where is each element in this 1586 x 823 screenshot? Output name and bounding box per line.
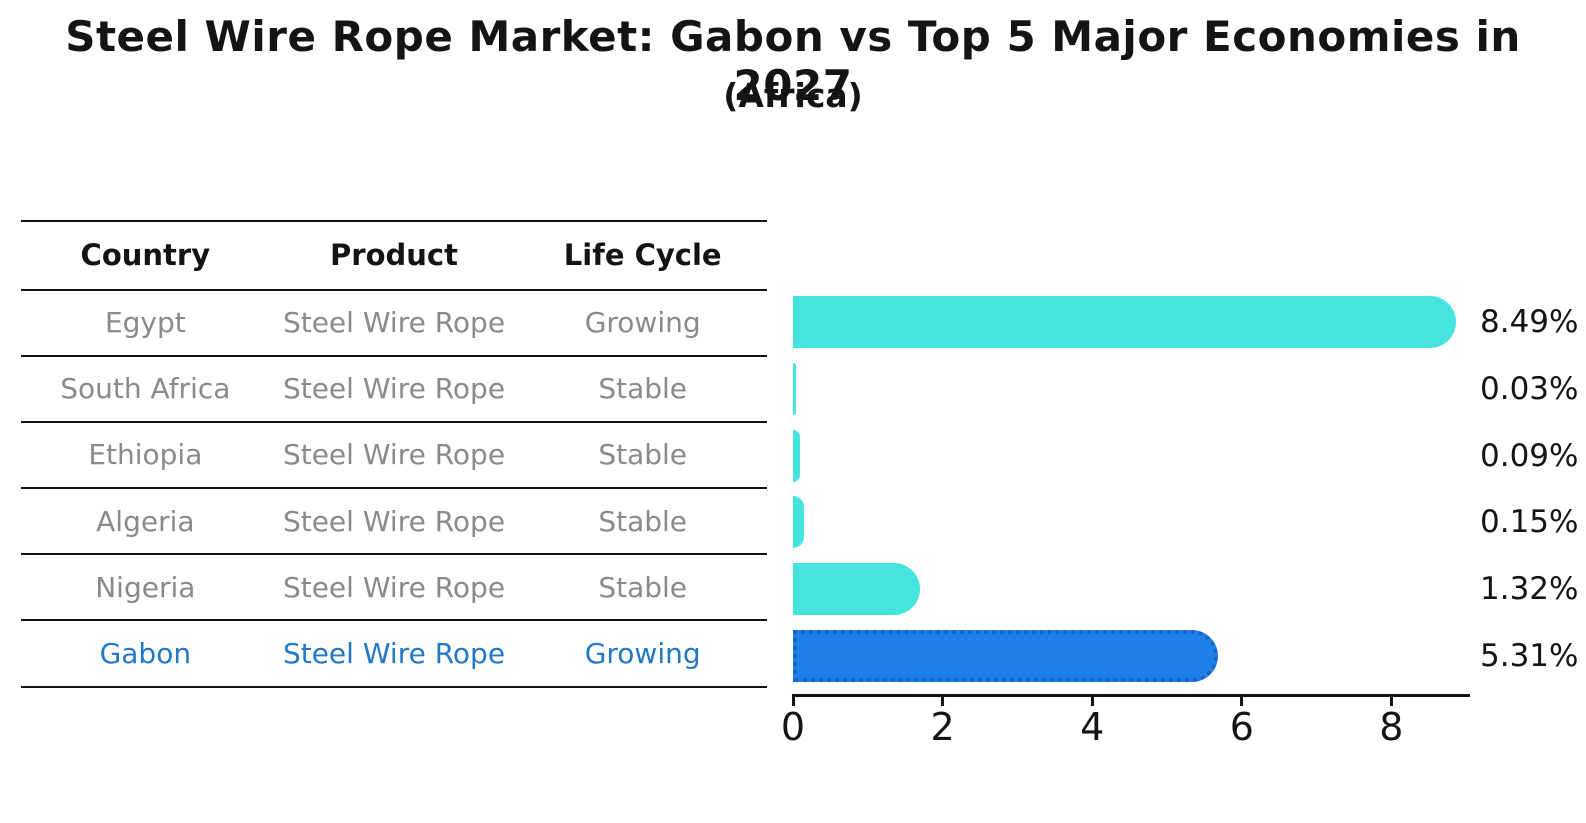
cell-life-cycle: Stable <box>598 438 688 472</box>
cell-country: Gabon <box>99 637 192 671</box>
x-axis-tick-label: 2 <box>930 705 955 749</box>
x-axis-tick <box>941 697 945 706</box>
bar-egypt <box>793 296 1457 349</box>
table-row-ethiopia: Ethiopia Steel Wire Rope Stable <box>21 420 767 487</box>
bar-algeria <box>793 496 805 549</box>
cell-product: Steel Wire Rope <box>282 438 506 472</box>
data-table: Country Product Life Cycle Egypt Steel Wi… <box>21 220 767 688</box>
table-header-row: Country Product Life Cycle <box>21 220 767 289</box>
table-row-egypt: Egypt Steel Wire Rope Growing <box>21 288 767 355</box>
x-axis-tick <box>791 697 795 706</box>
cell-product: Steel Wire Rope <box>282 504 506 538</box>
bar-gabon <box>793 629 1219 682</box>
bar-value-label: 5.31% <box>1480 637 1579 674</box>
table-row-algeria: Algeria Steel Wire Rope Stable <box>21 487 767 553</box>
bar-ethiopia <box>793 429 800 482</box>
table-row-nigeria: Nigeria Steel Wire Rope Stable <box>21 553 767 619</box>
cell-product: Steel Wire Rope <box>282 372 506 406</box>
x-axis-tick <box>1090 697 1094 706</box>
bar-value-label: 0.03% <box>1480 371 1579 408</box>
bar-nigeria <box>793 563 920 616</box>
table-row-south-africa: South Africa Steel Wire Rope Stable <box>21 354 767 421</box>
bar-value-label: 0.09% <box>1480 437 1579 474</box>
cell-life-cycle: Growing <box>584 306 701 340</box>
bar-value-label: 8.49% <box>1480 304 1579 341</box>
bar-value-label: 0.15% <box>1480 504 1579 541</box>
page-title: Steel Wire Rope Market: Gabon vs Top 5 M… <box>65 12 1521 110</box>
x-axis-tick-label: 0 <box>780 705 806 749</box>
cell-life-cycle: Stable <box>598 372 688 406</box>
cell-product: Steel Wire Rope <box>282 637 506 671</box>
bar-value-label: 1.32% <box>1480 571 1579 608</box>
cell-country: Ethiopia <box>88 438 203 472</box>
bar-south-africa <box>793 363 796 416</box>
x-axis-tick-label: 8 <box>1379 705 1404 749</box>
x-axis-tick <box>1240 697 1244 706</box>
x-axis-line <box>792 694 1470 697</box>
cell-life-cycle: Stable <box>598 570 688 604</box>
cell-country: Nigeria <box>95 570 196 604</box>
cell-product: Steel Wire Rope <box>282 570 506 604</box>
x-axis-tick-label: 4 <box>1080 705 1105 749</box>
header-cell-country: Country <box>80 238 211 273</box>
cell-country: Egypt <box>104 306 186 340</box>
x-axis-tick <box>1389 697 1393 706</box>
cell-country: Algeria <box>96 504 195 538</box>
cell-country: South Africa <box>60 372 231 406</box>
header-cell-life-cycle: Life Cycle <box>563 238 722 273</box>
header-cell-product: Product <box>330 238 458 273</box>
cell-life-cycle: Growing <box>584 637 701 671</box>
table-row-gabon: Gabon Steel Wire Rope Growing <box>21 619 767 685</box>
cell-product: Steel Wire Rope <box>282 306 506 340</box>
cell-life-cycle: Stable <box>598 504 688 538</box>
chart-subtitle: (Africa) <box>723 76 863 115</box>
table-body: Egypt Steel Wire Rope Growing South Africa S… <box>21 288 767 686</box>
x-axis-tick-label: 6 <box>1229 705 1254 749</box>
